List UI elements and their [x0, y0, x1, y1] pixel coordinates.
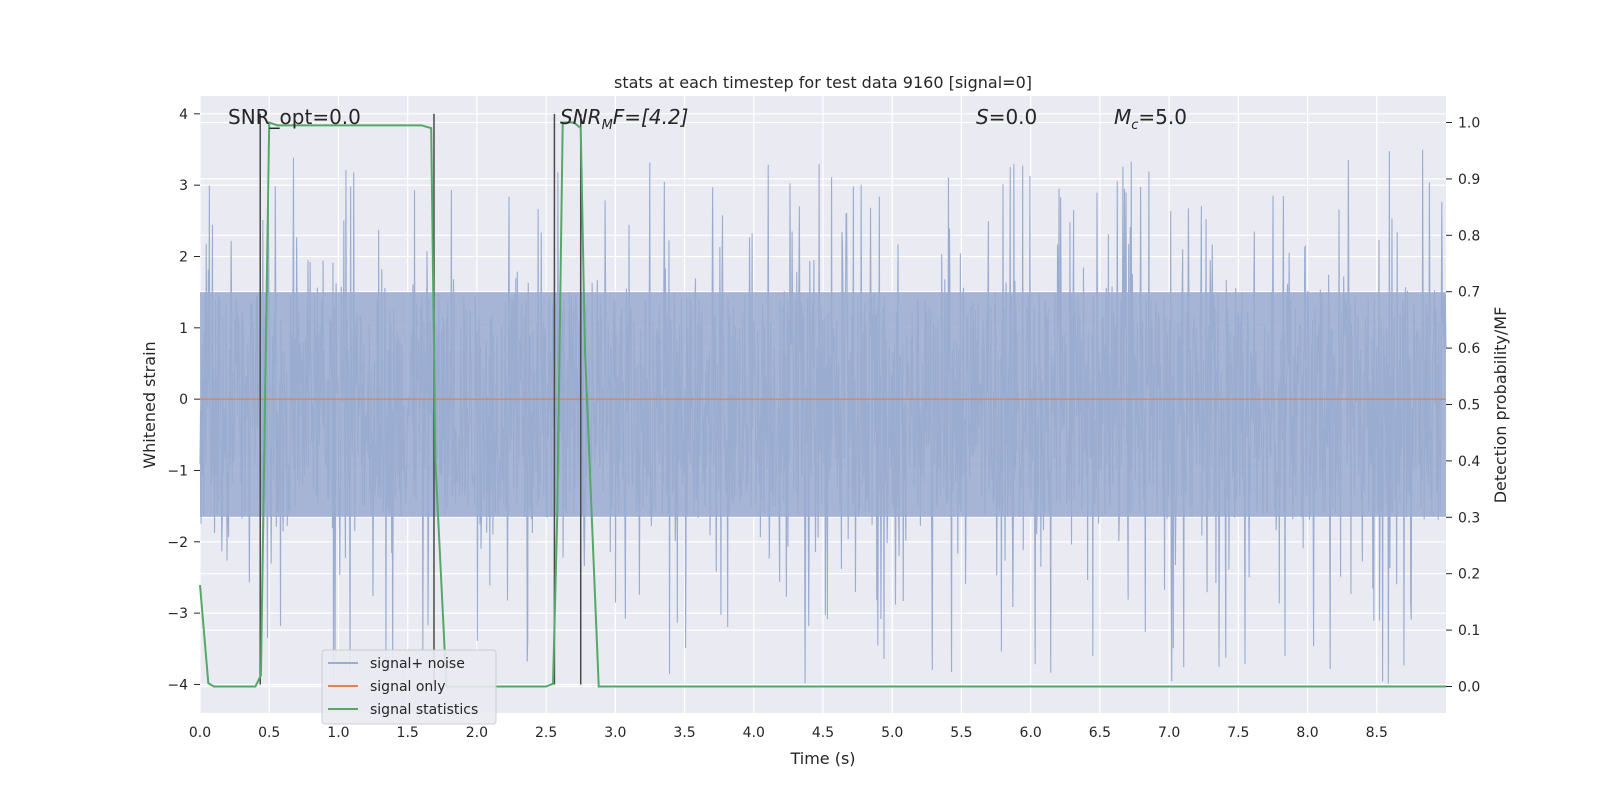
y-tick-label: −1 [167, 463, 188, 479]
y-axis-label: Whitened strain [140, 341, 159, 468]
y2-tick-label: 0.2 [1458, 567, 1480, 583]
x-axis-ticks: 0.0 0.5 1.0 1.5 2.0 2.5 3.0 3.5 4.0 4.5 5.0 5.5 6.0 6… [189, 725, 1388, 741]
signal-noise-series [199, 149, 1447, 684]
annotation-snr-mf-main: SNR [560, 105, 602, 129]
x-tick-label: 8.0 [1296, 725, 1318, 741]
y2-tick-label: 0.1 [1458, 623, 1480, 639]
x-tick-label: 7.5 [1227, 725, 1249, 741]
y2-tick-label: 0.5 [1458, 398, 1480, 414]
x-tick-label: 7.0 [1158, 725, 1180, 741]
annotation-s-rest: =0.0 [989, 105, 1038, 129]
y2-tick-label: 0.3 [1458, 510, 1480, 526]
x-tick-label: 5.0 [881, 725, 903, 741]
x-tick-label: 0.5 [258, 725, 280, 741]
x-tick-label: 5.5 [950, 725, 972, 741]
legend: signal+ noise signal only signal statist… [321, 649, 497, 725]
annotation-s-main: S [976, 105, 989, 129]
legend-label-stats: signal statistics [370, 702, 478, 718]
y-tick-label: 1 [179, 321, 188, 337]
x-tick-label: 3.0 [604, 725, 626, 741]
noise-band [200, 292, 1446, 517]
x-tick-label: 2.0 [466, 725, 488, 741]
legend-box [321, 649, 497, 725]
y2-axis-ticks: 1.0 0.9 0.8 0.7 0.6 0.5 0.4 0.3 0.2 0.1 0.0 [1446, 116, 1480, 695]
annotation-snr-opt: SNR_opt=0.0 [228, 105, 361, 129]
y-axis-ticks: 4 3 2 1 0 −1 −2 −3 −4 [167, 107, 200, 693]
y-tick-label: 3 [179, 178, 188, 194]
x-tick-label: 1.5 [397, 725, 419, 741]
x-tick-label: 4.0 [743, 725, 765, 741]
y2-tick-label: 0.6 [1458, 341, 1480, 357]
x-axis-label: Time (s) [789, 749, 855, 768]
x-tick-label: 1.0 [327, 725, 349, 741]
annotation-snr-mf-rest-text: F=[4.2] [613, 105, 689, 129]
y-tick-label: −3 [167, 606, 188, 622]
x-tick-label: 2.5 [535, 725, 557, 741]
y-tick-label: 0 [179, 392, 188, 408]
y2-tick-label: 0.4 [1458, 454, 1480, 470]
x-tick-label: 4.5 [812, 725, 834, 741]
y2-tick-label: 0.9 [1458, 172, 1480, 188]
y2-tick-label: 0.0 [1458, 679, 1480, 695]
y-tick-label: −4 [167, 677, 188, 693]
y-tick-label: −2 [167, 535, 188, 551]
annotation-s: S=0.0 [976, 105, 1037, 129]
annotation-mc-rest: =5.0 [1138, 105, 1187, 129]
y2-axis-label: Detection probability/MF [1491, 307, 1510, 504]
annotation-mc-main: M [1114, 105, 1131, 129]
annotation-snr-mf: SNRMF=[4.2] [560, 105, 688, 133]
x-tick-label: 0.0 [189, 725, 211, 741]
y-tick-label: 4 [179, 107, 188, 123]
x-tick-label: 6.0 [1020, 725, 1042, 741]
x-tick-label: 8.5 [1366, 725, 1388, 741]
annotation-mc-sub: c [1131, 118, 1138, 133]
x-tick-label: 3.5 [673, 725, 695, 741]
annotation-mc: Mc=5.0 [1114, 105, 1187, 133]
legend-label-noise: signal+ noise [370, 656, 465, 672]
y2-tick-label: 0.8 [1458, 228, 1480, 244]
x-tick-label: 6.5 [1089, 725, 1111, 741]
chart-title: stats at each timestep for test data 916… [614, 73, 1032, 92]
annotation-snr-mf-rest: F=[4.2] [613, 105, 689, 129]
annotation-snr-mf-sub: M [602, 118, 613, 133]
y2-tick-label: 0.7 [1458, 285, 1480, 301]
y-tick-label: 2 [179, 249, 188, 265]
legend-label-signal: signal only [370, 679, 445, 695]
y2-tick-label: 1.0 [1458, 116, 1480, 132]
